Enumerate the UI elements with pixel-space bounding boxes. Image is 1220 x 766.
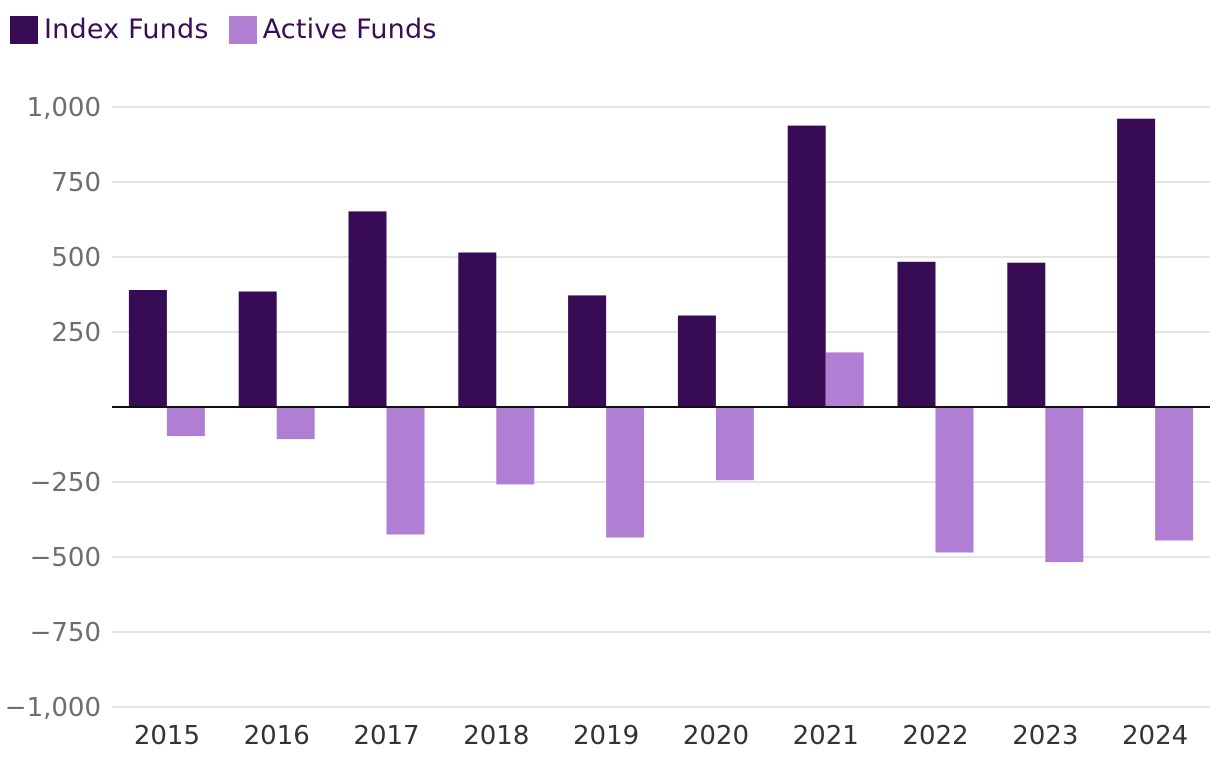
bar-active-funds-2022 bbox=[935, 407, 974, 553]
bar-index-funds-2018 bbox=[458, 252, 497, 407]
bar-index-funds-2023 bbox=[1007, 262, 1046, 407]
legend-item-index-funds: Index Funds bbox=[10, 14, 209, 45]
bar-active-funds-2018 bbox=[496, 407, 535, 485]
y-tick-label: −250 bbox=[30, 468, 101, 498]
legend-label-index-funds: Index Funds bbox=[44, 14, 209, 45]
x-tick-label: 2016 bbox=[244, 721, 310, 751]
y-tick-label: −750 bbox=[30, 618, 101, 648]
x-tick-label: 2019 bbox=[573, 721, 639, 751]
bar-active-funds-2020 bbox=[715, 407, 754, 481]
bar-active-funds-2019 bbox=[606, 407, 645, 538]
bar-active-funds-2021 bbox=[825, 352, 864, 407]
x-tick-label: 2023 bbox=[1012, 721, 1078, 751]
bar-index-funds-2017 bbox=[348, 211, 387, 407]
bar-active-funds-2023 bbox=[1045, 407, 1084, 563]
y-tick-label: 500 bbox=[51, 243, 101, 273]
legend-swatch-index-funds bbox=[10, 15, 38, 44]
bar-index-funds-2022 bbox=[897, 261, 936, 407]
x-tick-label: 2017 bbox=[353, 721, 419, 751]
legend-item-active-funds: Active Funds bbox=[228, 14, 437, 45]
x-tick-label: 2015 bbox=[134, 721, 200, 751]
y-tick-label: 750 bbox=[51, 168, 101, 198]
bar-index-funds-2015 bbox=[128, 290, 167, 407]
y-tick-label: −500 bbox=[30, 543, 101, 573]
y-tick-label: −1,000 bbox=[5, 693, 101, 723]
bar-index-funds-2016 bbox=[238, 291, 277, 407]
x-tick-label: 2024 bbox=[1122, 721, 1188, 751]
bar-index-funds-2021 bbox=[787, 125, 826, 407]
bar-index-funds-2024 bbox=[1117, 118, 1156, 407]
bar-active-funds-2016 bbox=[276, 407, 315, 440]
x-tick-label: 2020 bbox=[683, 721, 749, 751]
x-tick-label: 2021 bbox=[793, 721, 859, 751]
legend-label-active-funds: Active Funds bbox=[262, 14, 437, 45]
bar-index-funds-2020 bbox=[677, 315, 716, 407]
y-tick-label: 1,000 bbox=[27, 93, 101, 123]
legend: Index Funds Active Funds bbox=[10, 14, 457, 45]
bar-active-funds-2017 bbox=[386, 407, 425, 535]
y-tick-label: 250 bbox=[51, 318, 101, 348]
bar-active-funds-2015 bbox=[166, 407, 205, 437]
bar-index-funds-2019 bbox=[568, 295, 607, 407]
x-tick-label: 2022 bbox=[902, 721, 968, 751]
x-tick-label: 2018 bbox=[463, 721, 529, 751]
bar-active-funds-2024 bbox=[1155, 407, 1194, 541]
legend-swatch-active-funds bbox=[228, 15, 257, 44]
